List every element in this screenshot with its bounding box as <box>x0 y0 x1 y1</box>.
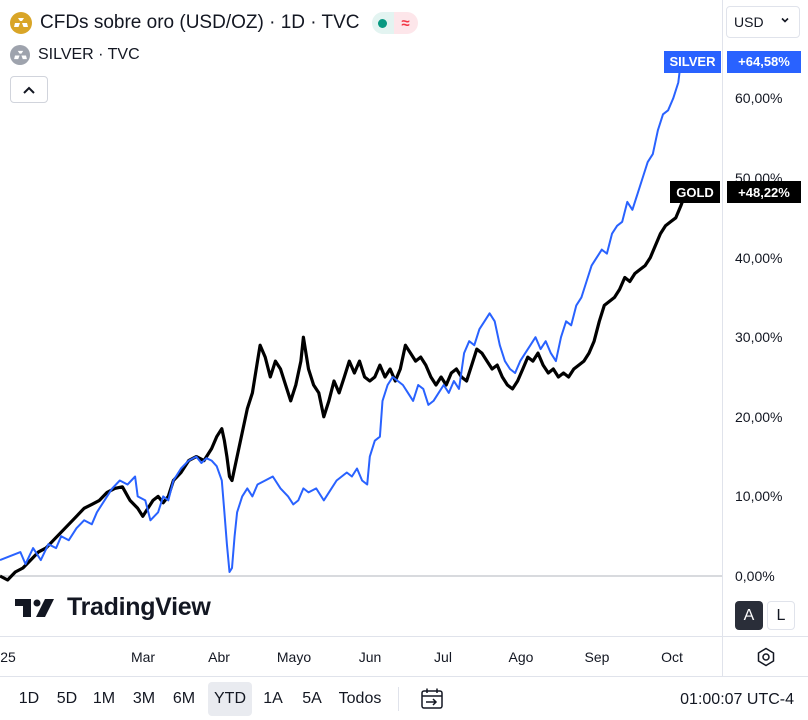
x-tick-label: Sep <box>584 649 610 665</box>
y-tick-label: 60,00% <box>735 90 783 107</box>
range-button-5d[interactable]: 5D <box>56 690 78 707</box>
y-tick-label: 30,00% <box>735 329 783 346</box>
last-value-tag-gold: +48,22% <box>727 181 801 204</box>
currency-label: USD <box>734 14 764 30</box>
range-button-ytd[interactable]: YTD <box>208 682 252 716</box>
x-tick-label: Oct <box>661 649 683 665</box>
range-button-1d[interactable]: 1D <box>18 690 40 707</box>
log-scale-button[interactable]: L <box>767 601 795 630</box>
series-line-gold[interactable] <box>0 191 688 582</box>
gold-coin-icon <box>10 12 32 34</box>
watermark-text: TradingView <box>67 593 211 621</box>
gear-icon <box>757 647 774 666</box>
range-button-1a[interactable]: 1A <box>263 690 283 707</box>
main-symbol-legend[interactable]: CFDs sobre oro (USD/OZ) · 1D · TVC ≈ <box>10 10 418 36</box>
toolbar-divider <box>398 687 399 711</box>
price-scale[interactable]: 0,00% 10,00% 20,00% 30,00% 40,00% 50,00% 60,00… <box>722 0 808 636</box>
tradingview-watermark: TradingView <box>15 593 211 622</box>
timezone-clock[interactable]: 01:00:07 UTC-4 <box>680 691 794 708</box>
price-chart[interactable] <box>0 0 722 636</box>
chart-plot-area[interactable] <box>0 0 722 636</box>
x-tick-label: Jul <box>434 649 452 665</box>
tradingview-logo-icon <box>15 598 54 617</box>
range-button-5a[interactable]: 5A <box>302 690 322 707</box>
series-layer <box>0 61 688 582</box>
series-name-tag-silver[interactable]: SILVER <box>664 50 721 73</box>
chevron-down-icon <box>781 17 789 23</box>
market-status-pill[interactable]: ≈ <box>371 12 418 34</box>
y-tick-label: 40,00% <box>735 249 783 266</box>
x-tick-label: Mayo <box>276 649 312 665</box>
calendar-arrow-icon <box>421 688 443 709</box>
main-symbol-title[interactable]: CFDs sobre oro (USD/OZ) · 1D · TVC <box>40 12 360 33</box>
range-button-3m[interactable]: 3M <box>132 690 156 707</box>
currency-selector[interactable]: USD <box>726 6 800 38</box>
last-value-tag-silver: +64,58% <box>727 50 801 73</box>
delayed-data-icon: ≈ <box>393 12 418 34</box>
y-tick-label: 10,00% <box>735 488 783 505</box>
collapse-legend-button[interactable] <box>10 76 48 103</box>
x-tick-label: Mar <box>130 649 156 665</box>
auto-scale-button[interactable]: A <box>735 601 763 630</box>
y-tick-label: 20,00% <box>735 408 783 425</box>
bottom-toolbar: 1D 5D 1M 3M 6M YTD 1A 5A Todos 01:00:07 UTC-4 <box>0 676 808 720</box>
chevron-up-icon <box>23 86 35 94</box>
time-axis[interactable]: 25 Mar Abr Mayo Jun Jul Ago Sep Oct <box>0 636 722 676</box>
range-button-1m[interactable]: 1M <box>92 690 116 707</box>
compare-symbol-legend[interactable]: SILVER · TVC <box>10 44 140 66</box>
x-tick-label: Jun <box>358 649 382 665</box>
x-tick-label: 25 <box>0 649 16 665</box>
silver-coin-icon <box>10 45 30 65</box>
market-open-dot-icon <box>378 18 388 28</box>
series-name-tag-gold[interactable]: GOLD <box>670 181 720 204</box>
range-button-6m[interactable]: 6M <box>172 690 196 707</box>
x-tick-label: Abr <box>208 649 230 665</box>
range-button-todos[interactable]: Todos <box>338 690 382 707</box>
y-tick-label: 0,00% <box>735 568 775 584</box>
x-tick-label: Ago <box>508 649 534 665</box>
compare-symbol-title[interactable]: SILVER · TVC <box>38 46 140 63</box>
chart-settings-button[interactable] <box>722 636 808 676</box>
series-line-silver[interactable] <box>0 61 682 573</box>
go-to-date-button[interactable] <box>418 685 446 713</box>
